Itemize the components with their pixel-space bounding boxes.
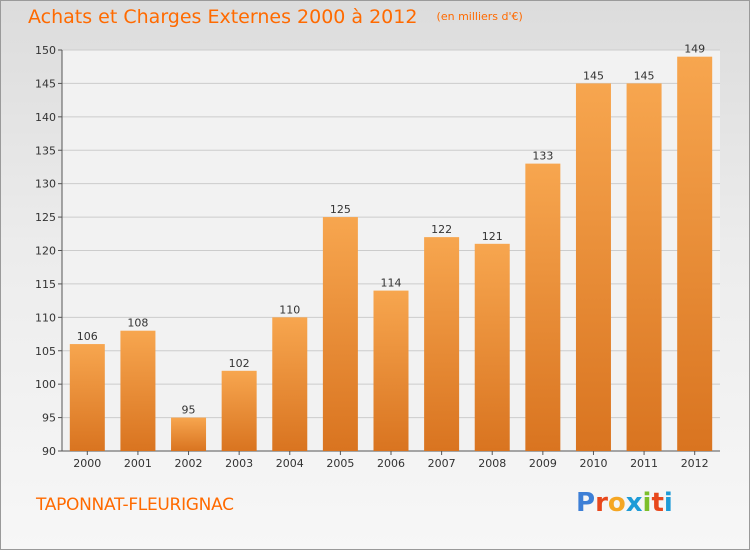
- y-tick-label: 145: [35, 77, 56, 90]
- y-tick-label: 130: [35, 178, 56, 191]
- data-label: 95: [182, 404, 196, 417]
- y-tick-label: 95: [42, 412, 56, 425]
- bar: [626, 83, 662, 452]
- bar: [272, 317, 308, 451]
- y-tick-label: 115: [35, 278, 56, 291]
- bar: [424, 237, 460, 451]
- y-tick-label: 110: [35, 311, 56, 324]
- bar: [322, 217, 358, 451]
- bar: [474, 243, 510, 451]
- y-tick-label: 100: [35, 378, 56, 391]
- x-tick-label: 2012: [681, 457, 709, 470]
- bar: [171, 417, 207, 451]
- x-tick-label: 2003: [225, 457, 253, 470]
- bar: [677, 56, 713, 451]
- y-tick-label: 140: [35, 111, 56, 124]
- x-tick-label: 2001: [124, 457, 152, 470]
- bar: [575, 83, 611, 452]
- x-tick-label: 2004: [276, 457, 304, 470]
- y-tick-label: 120: [35, 245, 56, 258]
- x-tick-label: 2005: [326, 457, 354, 470]
- logo-letter: o: [607, 488, 626, 518]
- commune-name: TAPONNAT-FLEURIGNAC: [36, 495, 234, 515]
- x-tick-label: 2009: [529, 457, 557, 470]
- data-label: 121: [482, 230, 503, 243]
- proxiti-logo[interactable]: Proxiti: [576, 488, 673, 518]
- bar: [69, 344, 105, 451]
- y-tick-label: 150: [35, 44, 56, 57]
- data-label: 122: [431, 223, 452, 236]
- bar: [120, 330, 156, 451]
- x-tick-label: 2011: [630, 457, 658, 470]
- data-label: 108: [127, 317, 148, 330]
- y-tick-label: 105: [35, 345, 56, 358]
- x-tick-label: 2000: [73, 457, 101, 470]
- logo-letter: i: [642, 488, 652, 518]
- y-tick-label: 135: [35, 144, 56, 157]
- logo-letter: r: [595, 488, 608, 518]
- data-label: 125: [330, 203, 351, 216]
- logo-letter: t: [651, 488, 664, 518]
- chart-title: Achats et Charges Externes 2000 à 2012: [28, 6, 418, 28]
- chart-subtitle: (en milliers d'€): [436, 10, 523, 23]
- data-label: 106: [77, 330, 98, 343]
- data-label: 145: [634, 69, 655, 82]
- bar: [221, 370, 257, 451]
- bar: [373, 290, 409, 451]
- logo-letter: x: [625, 488, 643, 518]
- y-tick-label: 125: [35, 211, 56, 224]
- chart-header: Achats et Charges Externes 2000 à 2012 (…: [28, 6, 523, 28]
- data-label: 114: [381, 277, 402, 290]
- y-tick-label: 90: [42, 445, 56, 458]
- x-tick-label: 2007: [428, 457, 456, 470]
- bars: [69, 56, 713, 452]
- data-label: 133: [532, 150, 553, 163]
- data-label: 145: [583, 69, 604, 82]
- data-label: 102: [229, 357, 250, 370]
- x-tick-label: 2002: [175, 457, 203, 470]
- x-tick-label: 2010: [579, 457, 607, 470]
- logo-letter: i: [663, 488, 673, 518]
- logo-letter: P: [576, 488, 596, 518]
- data-label: 149: [684, 43, 705, 56]
- data-labels: 106 108 95 102 110 125 114 122 121 133 145 145 149: [77, 43, 705, 417]
- bar: [525, 163, 561, 451]
- x-tick-label: 2006: [377, 457, 405, 470]
- x-tick-label: 2008: [478, 457, 506, 470]
- data-label: 110: [279, 303, 300, 316]
